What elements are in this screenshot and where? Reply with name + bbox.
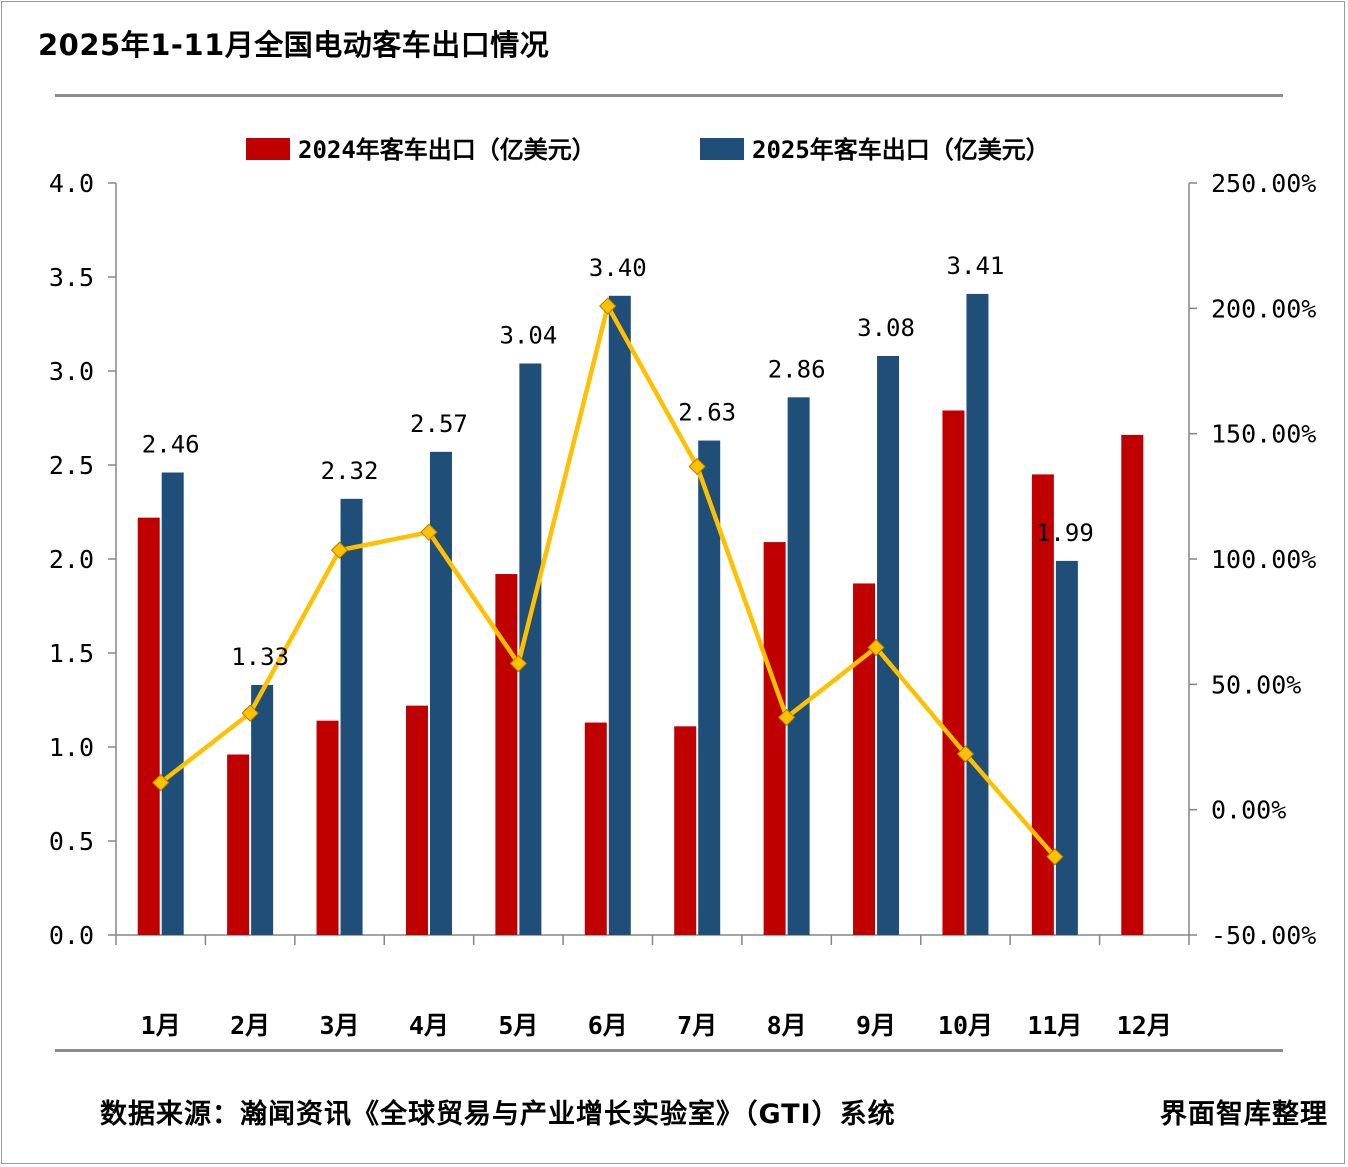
bar-2024 <box>853 583 876 935</box>
bar-2025 <box>340 498 363 935</box>
data-label-2025: 3.08 <box>857 314 915 342</box>
bar-2024 <box>674 726 697 935</box>
right-tick-label: 0.00% <box>1211 796 1286 825</box>
bar-2025 <box>161 472 184 935</box>
data-label-2025: 2.57 <box>410 410 468 438</box>
bar-2025 <box>787 397 810 935</box>
growth-marker <box>688 457 706 476</box>
bar-2025 <box>429 451 452 935</box>
data-label-2025: 3.40 <box>589 254 647 282</box>
growth-marker <box>152 773 170 792</box>
legend-label-1: 2024年客车出口（亿美元） <box>298 136 596 164</box>
data-source-note: 数据来源：瀚闻资讯《全球贸易与产业增长实验室》（GTI）系统 <box>100 1099 896 1130</box>
x-tick-label: 7月 <box>677 1011 717 1040</box>
growth-line-series <box>152 297 1064 866</box>
right-tick-label: 100.00% <box>1211 545 1316 574</box>
x-tick-label: 3月 <box>320 1011 360 1040</box>
x-tick-label: 2月 <box>230 1011 270 1040</box>
left-tick-label: 2.5 <box>49 451 94 480</box>
left-tick-label: 1.5 <box>49 639 94 668</box>
x-tick-label: 1月 <box>141 1011 181 1040</box>
credit-note: 界面智库整理 <box>1160 1099 1328 1130</box>
chart-title: 2025年1-11月全国电动客车出口情况 <box>38 28 550 62</box>
growth-marker <box>420 523 438 541</box>
growth-marker <box>1046 848 1064 866</box>
bar-2025 <box>1055 560 1078 935</box>
x-tick-label: 4月 <box>409 1011 449 1040</box>
right-tick-label: 200.00% <box>1211 294 1316 323</box>
bottom-divider <box>55 1049 1283 1052</box>
bar-2025 <box>966 293 989 935</box>
left-tick-label: 0.5 <box>49 827 94 856</box>
bar-2025 <box>877 355 900 936</box>
growth-marker <box>241 704 259 722</box>
right-tick-label: 250.00% <box>1211 169 1316 198</box>
right-tick-label: 150.00% <box>1211 420 1316 449</box>
legend-swatch-1 <box>246 138 290 160</box>
data-labels: 2.46 1.33 2.32 2.57 3.04 3.40 2.63 2.86 3.08 3.41… <box>142 252 1094 671</box>
right-y-axis: -50.00% 0.00% 50.00% 100.00% 150.00% 200.00% 2… <box>1188 169 1316 950</box>
growth-line <box>159 303 1057 859</box>
x-tick-label: 12月 <box>1117 1011 1172 1040</box>
data-label-2025: 1.99 <box>1036 519 1094 547</box>
bar-2025 <box>608 295 631 935</box>
growth-marker <box>509 654 528 673</box>
legend-swatch-2 <box>700 138 744 160</box>
left-tick-label: 3.0 <box>49 357 94 386</box>
left-tick-label: 0.0 <box>49 921 94 950</box>
chart-legend: 2024年客车出口（亿美元） 2025年客车出口（亿美元） <box>246 136 1050 164</box>
right-tick-label: -50.00% <box>1211 921 1316 950</box>
top-divider <box>55 94 1283 97</box>
left-tick-label: 2.0 <box>49 545 94 574</box>
bar-2024 <box>316 720 339 935</box>
x-axis: 1月 2月 3月 4月 5月 6月 7月 8月 9月 10月 11月 12月 <box>115 934 1190 1040</box>
bar-2024 <box>495 574 518 935</box>
bar-2024 <box>763 542 786 935</box>
legend-label-2: 2025年客车出口（亿美元） <box>752 136 1050 164</box>
growth-marker <box>777 708 796 727</box>
data-label-2025: 2.46 <box>142 431 200 459</box>
growth-marker <box>330 541 349 559</box>
bar-2024 <box>1121 434 1144 935</box>
growth-marker <box>599 297 617 315</box>
left-tick-label: 3.5 <box>49 263 94 292</box>
bar-2024 <box>584 722 607 935</box>
x-tick-label: 10月 <box>938 1011 993 1040</box>
data-label-2025: 1.33 <box>231 643 289 671</box>
data-label-2025: 2.63 <box>678 399 736 427</box>
left-tick-label: 1.0 <box>49 733 94 762</box>
data-label-2025: 3.04 <box>499 321 557 349</box>
x-tick-label: 8月 <box>767 1011 807 1040</box>
right-tick-label: 50.00% <box>1211 670 1301 699</box>
x-tick-label: 6月 <box>588 1011 628 1040</box>
bar-2025 <box>251 684 274 935</box>
data-label-2025: 2.32 <box>321 457 379 485</box>
bar-2024 <box>137 517 160 935</box>
data-label-2025: 3.41 <box>947 252 1005 280</box>
x-tick-label: 9月 <box>856 1011 896 1040</box>
growth-marker <box>867 638 885 657</box>
bar-2025 <box>698 440 721 935</box>
bar-2024 <box>227 754 250 935</box>
combo-chart: 2024年客车出口（亿美元） 2025年客车出口（亿美元） 0.0 0.5 1.0 1.… <box>49 136 1317 1040</box>
data-label-2025: 2.86 <box>768 355 826 383</box>
growth-marker <box>956 745 975 763</box>
x-tick-label: 5月 <box>498 1011 538 1040</box>
bar-2024 <box>1031 474 1054 935</box>
left-tick-label: 4.0 <box>49 169 94 198</box>
x-tick-label: 11月 <box>1027 1011 1082 1040</box>
bar-2024 <box>942 410 965 936</box>
left-y-axis: 0.0 0.5 1.0 1.5 2.0 2.5 3.0 3.5 4.0 <box>49 169 117 950</box>
bar-2025 <box>519 363 542 936</box>
bar-series <box>137 293 1144 936</box>
bar-2024 <box>405 705 428 935</box>
